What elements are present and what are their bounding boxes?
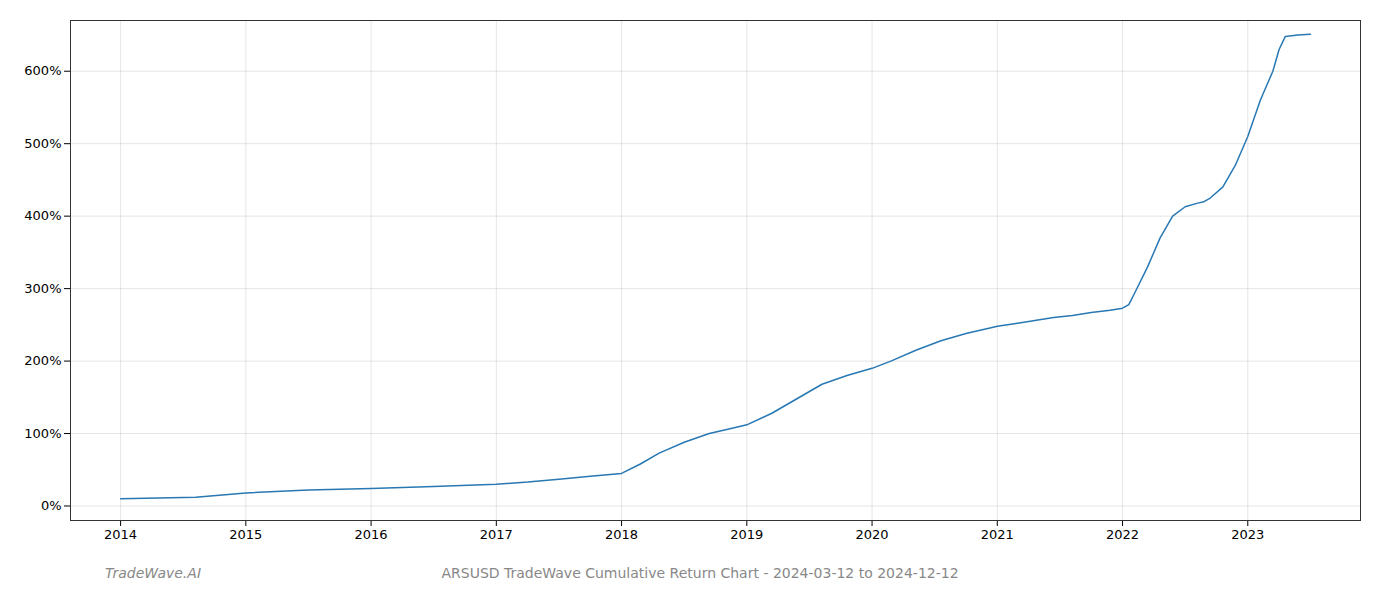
svg-text:200%: 200% [24, 353, 61, 368]
html-text:TradeWave.AI: TradeWave.AI [105, 565, 201, 581]
svg-text:2021: 2021 [981, 527, 1014, 542]
svg-text:500%: 500% [24, 136, 61, 151]
svg-text:2017: 2017 [480, 527, 513, 542]
html-text:ARSUSD TradeWave Cumulative Re: ARSUSD TradeWave Cumulative Return Chart… [441, 565, 959, 581]
svg-text:2014: 2014 [104, 527, 137, 542]
svg-text:600%: 600% [24, 63, 61, 78]
svg-text:100%: 100% [24, 426, 61, 441]
svg-text:2023: 2023 [1231, 527, 1264, 542]
svg-text:2019: 2019 [730, 527, 763, 542]
svg-text:2015: 2015 [229, 527, 262, 542]
svg-text:2018: 2018 [605, 527, 638, 542]
svg-text:300%: 300% [24, 281, 61, 296]
svg-text:0%: 0% [41, 498, 62, 513]
svg-text:400%: 400% [24, 208, 61, 223]
svg-text:2016: 2016 [355, 527, 388, 542]
svg-text:2022: 2022 [1106, 527, 1139, 542]
svg-text:2020: 2020 [856, 527, 889, 542]
